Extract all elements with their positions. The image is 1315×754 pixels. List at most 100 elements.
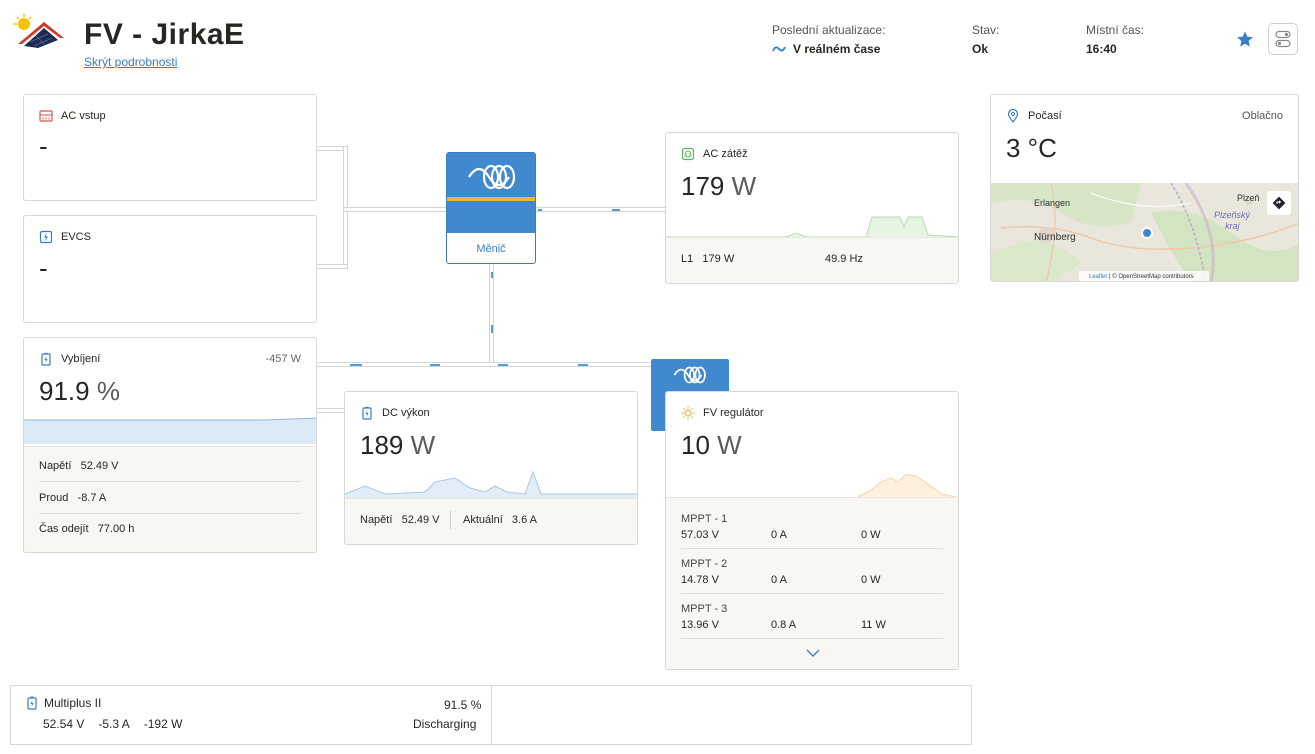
wire <box>535 207 666 212</box>
multiplus-bar[interactable]: Multiplus II 52.54 V -5.3 A -192 W 91.5 … <box>10 685 972 745</box>
wire <box>316 362 652 367</box>
divider <box>450 511 451 529</box>
mppt-voltage: 57.03 V <box>681 529 719 541</box>
battery-title: Vybíjení <box>61 353 101 365</box>
battery-icon <box>27 696 37 710</box>
multiplus-readings: 52.54 V -5.3 A -192 W <box>43 717 182 731</box>
mppt-current: 0 A <box>771 574 787 586</box>
pv-number: 10 <box>681 430 710 460</box>
mppt-power: 0 W <box>861 529 881 541</box>
battery-soc-unit: % <box>96 376 120 406</box>
mppt-power: 11 W <box>861 619 886 631</box>
flow-dot <box>578 364 588 366</box>
battery-details: Napětí 52.49 V Proud -8.7 A Čas odejít 7… <box>24 446 316 552</box>
map-label-plzen: Plzeň <box>1237 193 1260 203</box>
ac-input-icon <box>39 110 53 122</box>
time-label: Čas odejít <box>39 523 89 535</box>
flow-dot <box>498 364 508 366</box>
divider <box>39 481 301 482</box>
wire <box>343 207 447 212</box>
sun-icon <box>681 406 695 420</box>
battery-icon <box>362 406 372 420</box>
battery-soc: 91.9 % <box>39 376 120 407</box>
last-update-value: V reálném čase <box>793 42 881 56</box>
multiplus-power: -192 W <box>143 717 183 731</box>
settings-button[interactable] <box>1268 23 1298 55</box>
page-title: FV - JirkaE <box>84 18 245 51</box>
inverter-stripe <box>447 197 535 201</box>
battery-card[interactable]: Vybíjení -457 W 91.9 % Napětí 52.49 V Pr… <box>23 337 317 553</box>
map-label-nurnberg: Nürnberg <box>1034 232 1076 243</box>
mppt-current: 0.8 A <box>771 619 797 631</box>
dc-power-unit: W <box>410 430 436 460</box>
local-time-label: Místní čas: <box>1086 23 1145 37</box>
pv-unit: W <box>717 430 742 460</box>
weather-map[interactable]: Erlangen Nürnberg Plzeň Plzeňský kraj Le… <box>991 182 1298 281</box>
dc-power-card[interactable]: DC výkon 189 W Napětí 52.49 V Aktuální 3… <box>344 391 638 545</box>
evcs-card[interactable]: EVCS - <box>23 215 317 323</box>
weather-card[interactable]: Počasí Oblačno 3 °C Erlangen Nürnberg Pl… <box>990 94 1299 282</box>
battery-power: -457 W <box>265 353 301 365</box>
toggles-icon <box>1275 30 1291 48</box>
mppt-power: 0 W <box>861 574 881 586</box>
ac-input-card[interactable]: AC vstup - <box>23 94 317 201</box>
realtime-wave-icon <box>772 46 786 52</box>
evcs-value: - <box>39 253 48 283</box>
status-value: Ok <box>972 42 989 56</box>
inverter-banner <box>447 153 535 233</box>
last-update: V reálném čase <box>772 42 880 56</box>
directions-button[interactable] <box>1267 191 1291 215</box>
chevron-down-icon[interactable] <box>805 648 821 658</box>
battery-icon <box>41 352 51 366</box>
favorite-star-icon[interactable] <box>1236 30 1254 48</box>
multiplus-current: -5.3 A <box>98 717 130 731</box>
battery-soc-chart <box>24 417 316 444</box>
map-label-plzensky: Plzeňský <box>1214 210 1251 220</box>
flow-dot <box>538 209 542 211</box>
battery-soc-number: 91.9 <box>39 376 90 406</box>
flow-dot <box>430 364 440 366</box>
battery-current: -8.7 A <box>77 492 107 504</box>
voltage-label: Napětí <box>360 514 393 526</box>
flow-dot <box>612 209 620 211</box>
pv-charger-chart <box>666 473 958 498</box>
inverter-tile[interactable]: Měnič <box>446 152 536 264</box>
ac-load-card[interactable]: AC zátěž 179 W L1 179 W 49.9 Hz <box>665 132 959 284</box>
wire <box>489 263 494 367</box>
mppt-name: MPPT - 2 <box>681 558 728 570</box>
dc-power-title: DC výkon <box>382 407 430 419</box>
phase-label: L1 <box>681 253 694 265</box>
hide-details-link[interactable]: Skrýt podrobnosti <box>84 55 178 69</box>
map-label-erlangen: Erlangen <box>1034 198 1070 208</box>
socket-icon <box>681 147 695 161</box>
map-attribution-leaflet[interactable]: Leaflet <box>1089 274 1107 280</box>
multiplus-soc: 91.5 % <box>444 698 482 712</box>
flow-dot <box>491 272 493 278</box>
map-tiles: Erlangen Nürnberg Plzeň Plzeňský kraj Le… <box>991 182 1298 281</box>
mppt-name: MPPT - 3 <box>681 603 728 615</box>
evcs-title: EVCS <box>61 231 91 243</box>
flow-dot <box>491 325 493 333</box>
mppt-current: 0 A <box>771 529 787 541</box>
ev-charger-icon <box>39 230 53 244</box>
map-attribution: | © OpenStreetMap contributors <box>1109 273 1194 280</box>
weather-temperature: 3 °C <box>1006 133 1057 163</box>
pv-charger-card[interactable]: FV regulátor 10 W MPPT - 1 57.03 V 0 A 0… <box>665 391 959 670</box>
dc-voltage: 52.49 V <box>401 514 440 526</box>
multiplus-state: Discharging <box>413 717 477 731</box>
weather-condition: Oblačno <box>1242 110 1283 122</box>
ac-load-chart <box>666 216 958 239</box>
inverter-label: Měnič <box>476 243 506 255</box>
divider <box>681 548 943 549</box>
mppt-voltage: 13.96 V <box>681 619 719 631</box>
dc-power-value: 189 W <box>360 430 435 461</box>
ac-load-value: 179 W <box>681 171 756 202</box>
site-logo <box>14 14 66 50</box>
location-pin-icon <box>1007 109 1019 123</box>
map-label-kraj: kraj <box>1225 221 1241 231</box>
battery-voltage: 52.49 V <box>80 460 119 472</box>
ac-load-frequency: 49.9 Hz <box>825 253 863 265</box>
local-time-value: 16:40 <box>1086 42 1117 56</box>
ac-load-title: AC zátěž <box>703 148 748 160</box>
victron-logo-icon <box>673 366 706 384</box>
